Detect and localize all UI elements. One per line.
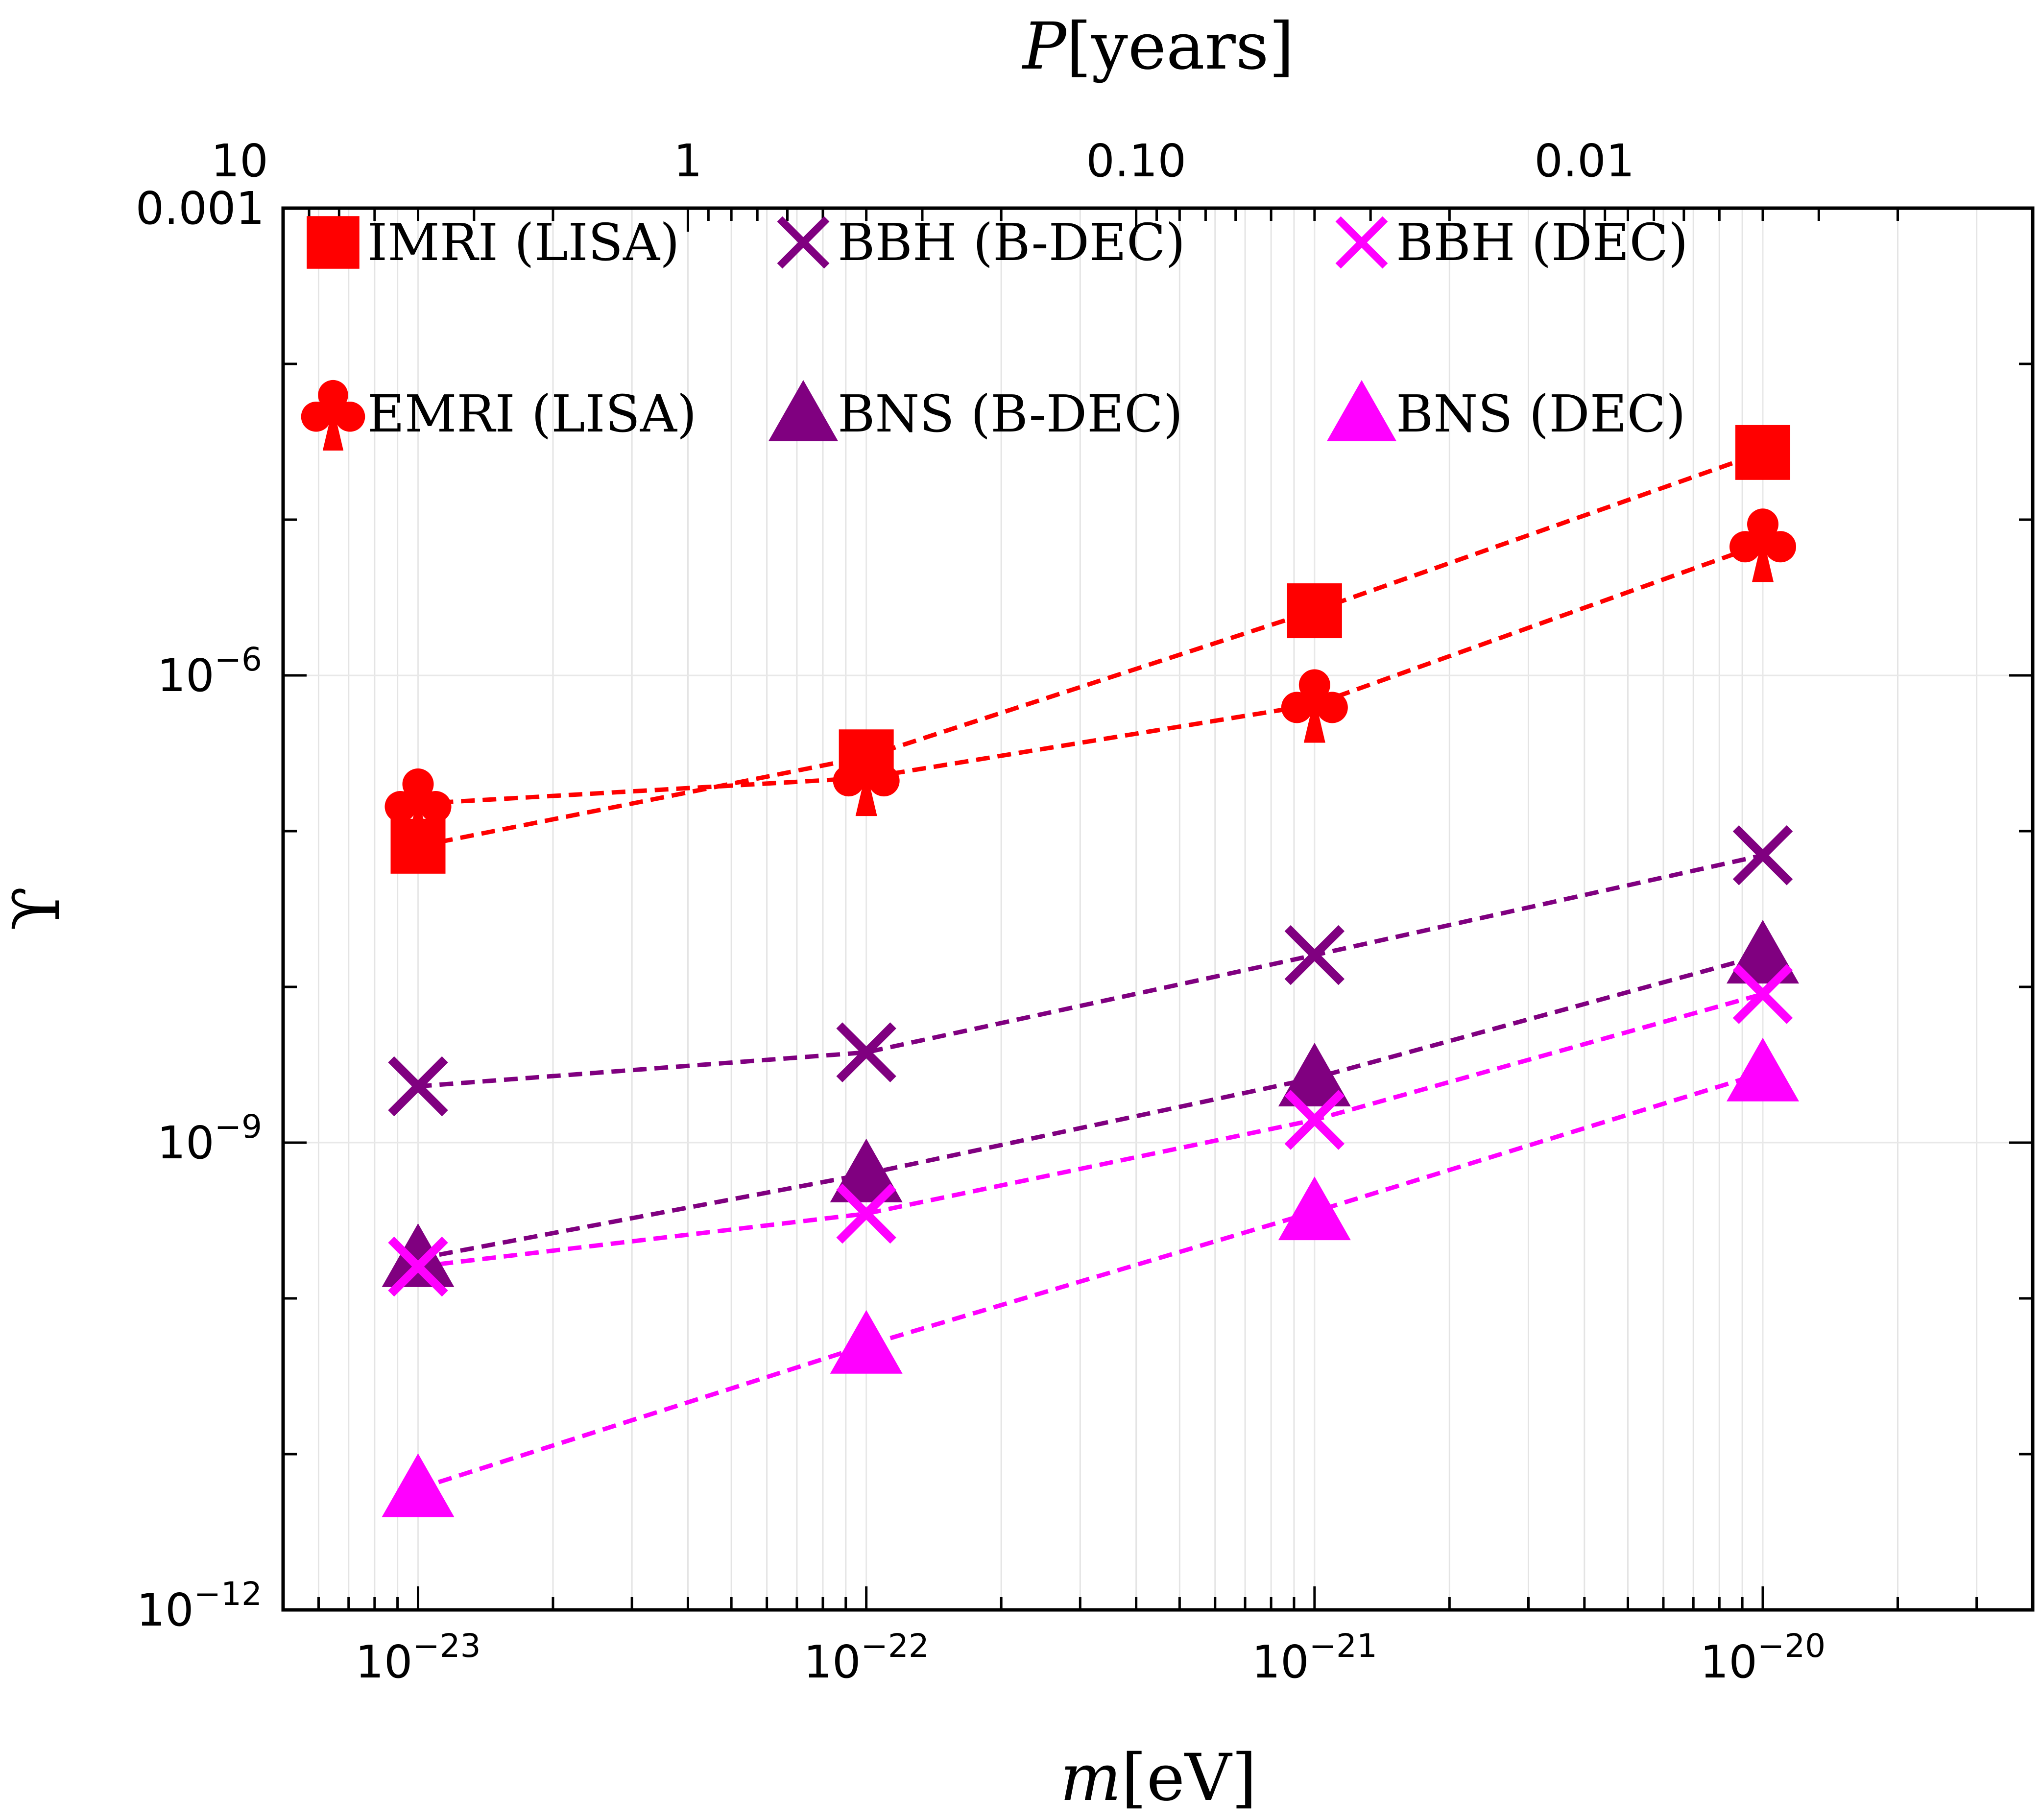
series-line-4 [417,992,1764,1269]
axis-ticks: 10−23 10−22 10−21 10−2010−1210−910−60.00110… [136,135,2034,1688]
legend: IMRI (LISA) BBH (B-DEC) BBH (DEC) EMRI (LIS… [301,213,1688,451]
x2-tick-label: 0.10 [1086,135,1186,187]
data-point [1284,1090,1345,1150]
y-tick-label: 10−12 [137,1575,262,1636]
data-point [382,1223,455,1287]
data-point [1281,669,1348,743]
data-point [388,1056,448,1117]
series-line-0 [417,450,1764,849]
y-tick-label: 10−6 [157,641,262,702]
legend-label: BNS (DEC) [1396,384,1686,444]
x-axis-title: m[eV] [1060,1740,1257,1816]
data-point [388,1236,448,1297]
data-point [1287,583,1342,639]
x2-tick-label: 0.01 [1534,135,1634,187]
legend-label: BNS (B-DEC) [838,384,1183,444]
series-line-2 [418,853,1763,1089]
data-point [1727,1037,1800,1102]
data-point [1732,964,1793,1024]
x-tick-label: 10−22 [803,1627,929,1688]
grid [282,207,2034,1611]
x-tick-label: 10−21 [1252,1627,1377,1688]
y-tick-label: 10−9 [157,1108,262,1169]
legend-label: EMRI (LISA) [367,384,697,444]
legend-marker [1335,216,1388,269]
y-axis-title: ϒ [0,886,74,931]
x2-axis-title: P[years] [1022,9,1294,84]
data-point [833,742,900,816]
legend-marker [768,380,839,441]
y-tick-label: 0.001 [136,182,264,235]
data-point [382,1453,455,1517]
data-point [836,1183,896,1244]
legend-label: BBH (DEC) [1396,213,1688,272]
legend-label: IMRI (LISA) [367,213,680,272]
x2-tick-label: 1 [673,135,702,187]
data-point [384,768,452,842]
data-point [1735,425,1791,480]
data-point [1732,825,1793,886]
legend-marker [307,216,360,269]
data-point [1278,1176,1351,1241]
data-point [1278,1043,1351,1107]
data-point [1729,508,1797,582]
x-tick-label: 10−20 [1700,1627,1825,1688]
data-point [830,1138,903,1202]
data-point [836,1022,896,1082]
series-line-3 [417,953,1764,1261]
data-point [1727,920,1800,984]
legend-label: BBH (B-DEC) [838,213,1185,272]
series-line-1 [418,542,1764,806]
legend-marker [777,216,830,269]
legend-marker [1326,380,1397,441]
series-markers [382,425,1800,1517]
series-lines [417,450,1764,1491]
x2-tick-label: 10 [211,135,268,187]
legend-marker [301,380,365,451]
data-point [830,1310,903,1374]
series-line-5 [417,1071,1764,1491]
data-point [1284,925,1345,985]
x-tick-label: 10−23 [355,1627,480,1688]
